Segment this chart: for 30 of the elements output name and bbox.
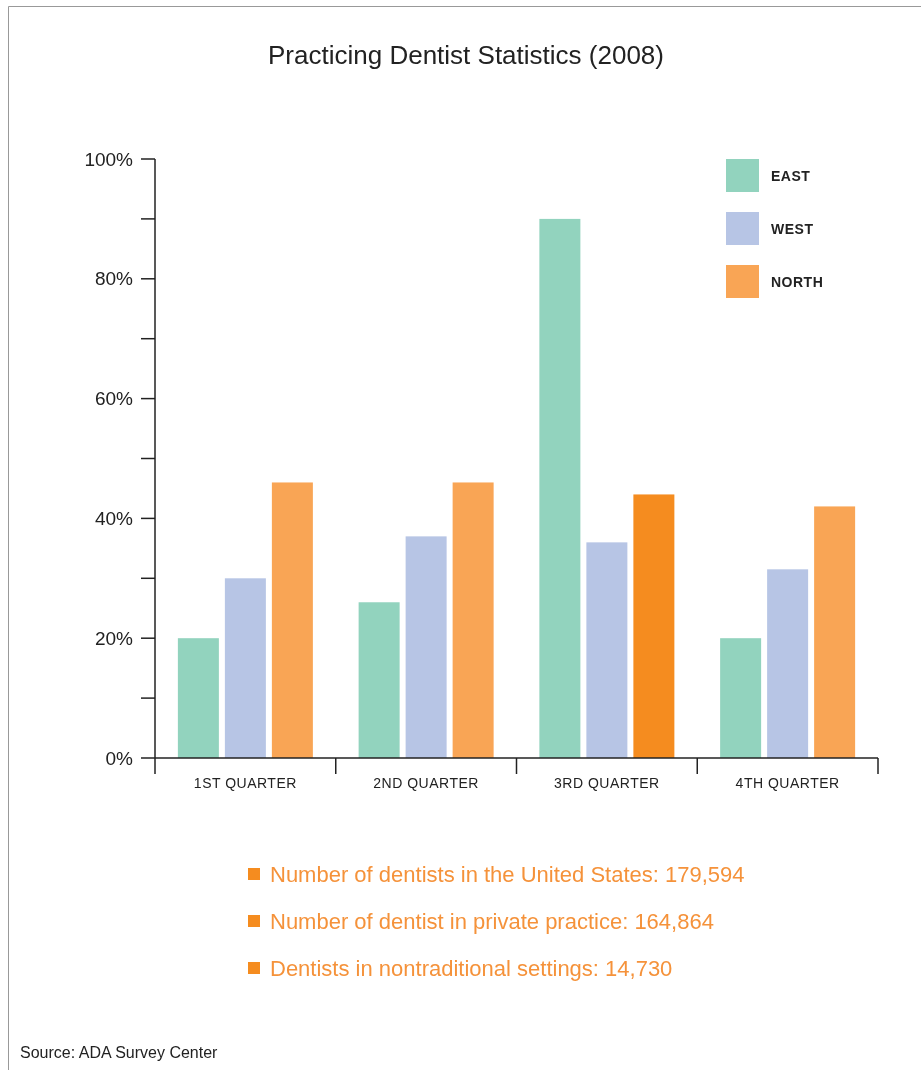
y-tick-label: 60%: [94, 388, 134, 410]
text: Dentists in nontraditional settings: 14,730: [270, 955, 673, 981]
bar: [177, 638, 219, 758]
bar: [633, 494, 675, 758]
bar: [405, 536, 447, 758]
bar: [720, 638, 762, 758]
x-tick-label: 3RD QUARTER: [554, 775, 660, 791]
text: Number of dentists in the United States: 179,594: [270, 861, 745, 887]
x-tick-label: 1ST QUARTER: [193, 775, 297, 791]
x-tick-label: 4TH QUARTER: [735, 775, 840, 791]
bar: [539, 218, 581, 758]
x-tick-label: 2ND QUARTER: [373, 775, 479, 791]
y-tick-label: 100%: [84, 148, 134, 170]
y-tick-label: 40%: [94, 508, 134, 530]
chart-title: Practicing Dentist Statistics (2008): [268, 40, 664, 70]
text: Number of dentist in private practice: 164,864: [270, 908, 714, 934]
bar: [224, 578, 266, 758]
y-tick-label: 80%: [94, 268, 134, 290]
bar: [271, 482, 313, 758]
legend-label: NORTH: [771, 273, 824, 290]
legend-label: WEST: [771, 220, 814, 237]
y-tick-label: 0%: [105, 747, 134, 769]
bar: [814, 506, 856, 758]
y-tick-label: 20%: [94, 627, 134, 649]
bar: [452, 482, 494, 758]
bar: [358, 602, 400, 758]
bar: [586, 542, 628, 758]
source-note: Source: ADA Survey Center: [20, 1043, 219, 1061]
legend-label: EAST: [771, 167, 811, 184]
bar: [767, 569, 809, 758]
